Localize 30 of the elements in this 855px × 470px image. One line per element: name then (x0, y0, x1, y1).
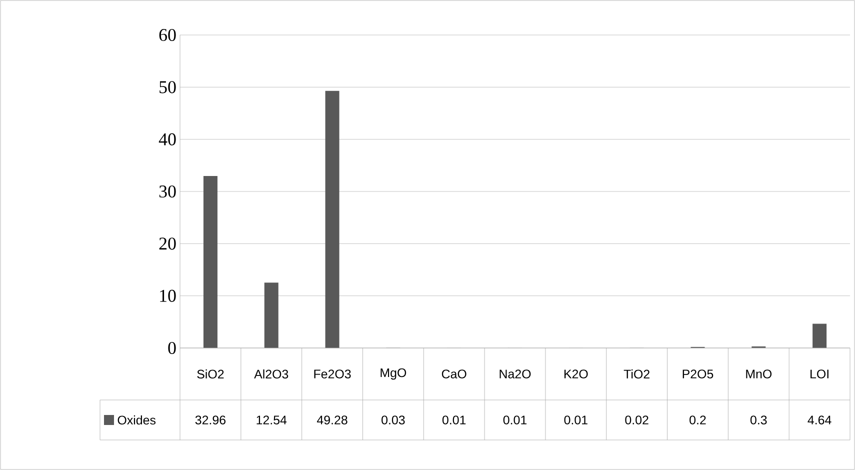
y-tick-label: 60 (159, 28, 176, 42)
data-label: 0.01 (503, 416, 527, 424)
legend-label: Oxides (118, 415, 156, 425)
y-tick-label: 20 (159, 238, 176, 250)
x-tick-label: Fe2O3 (314, 370, 351, 378)
x-tick-label: Na2O (500, 370, 531, 378)
x-tick-label: CaO (442, 370, 466, 378)
y-tick-label: 0 (168, 342, 176, 354)
data-label: 32.96 (195, 416, 226, 424)
x-tick-label: TiO2 (624, 369, 650, 379)
x-tick-label: P2O5 (682, 370, 714, 378)
data-label: 0.2 (690, 416, 706, 424)
x-tick-label: MnO (746, 370, 772, 378)
x-tick-label: Al2O3 (254, 369, 288, 379)
data-label: 12.54 (256, 416, 287, 424)
data-label: 0.02 (625, 416, 648, 424)
data-label: 4.64 (808, 416, 832, 424)
data-label: 0.3 (750, 416, 767, 424)
y-tick-label: 10 (160, 290, 176, 302)
x-tick-label: LOI (810, 370, 828, 378)
data-label: 0.01 (442, 416, 466, 424)
y-tick-label: 40 (158, 133, 176, 146)
y-tick-label: 30 (159, 185, 176, 198)
data-label: 0.03 (382, 416, 405, 424)
x-tick-label: SiO2 (197, 369, 224, 379)
x-tick-label: MgO (380, 368, 406, 380)
data-label: 49.28 (316, 416, 348, 424)
data-label: 0.01 (564, 416, 588, 424)
y-tick-label: 50 (160, 81, 176, 94)
x-tick-label: K2O (564, 370, 588, 378)
